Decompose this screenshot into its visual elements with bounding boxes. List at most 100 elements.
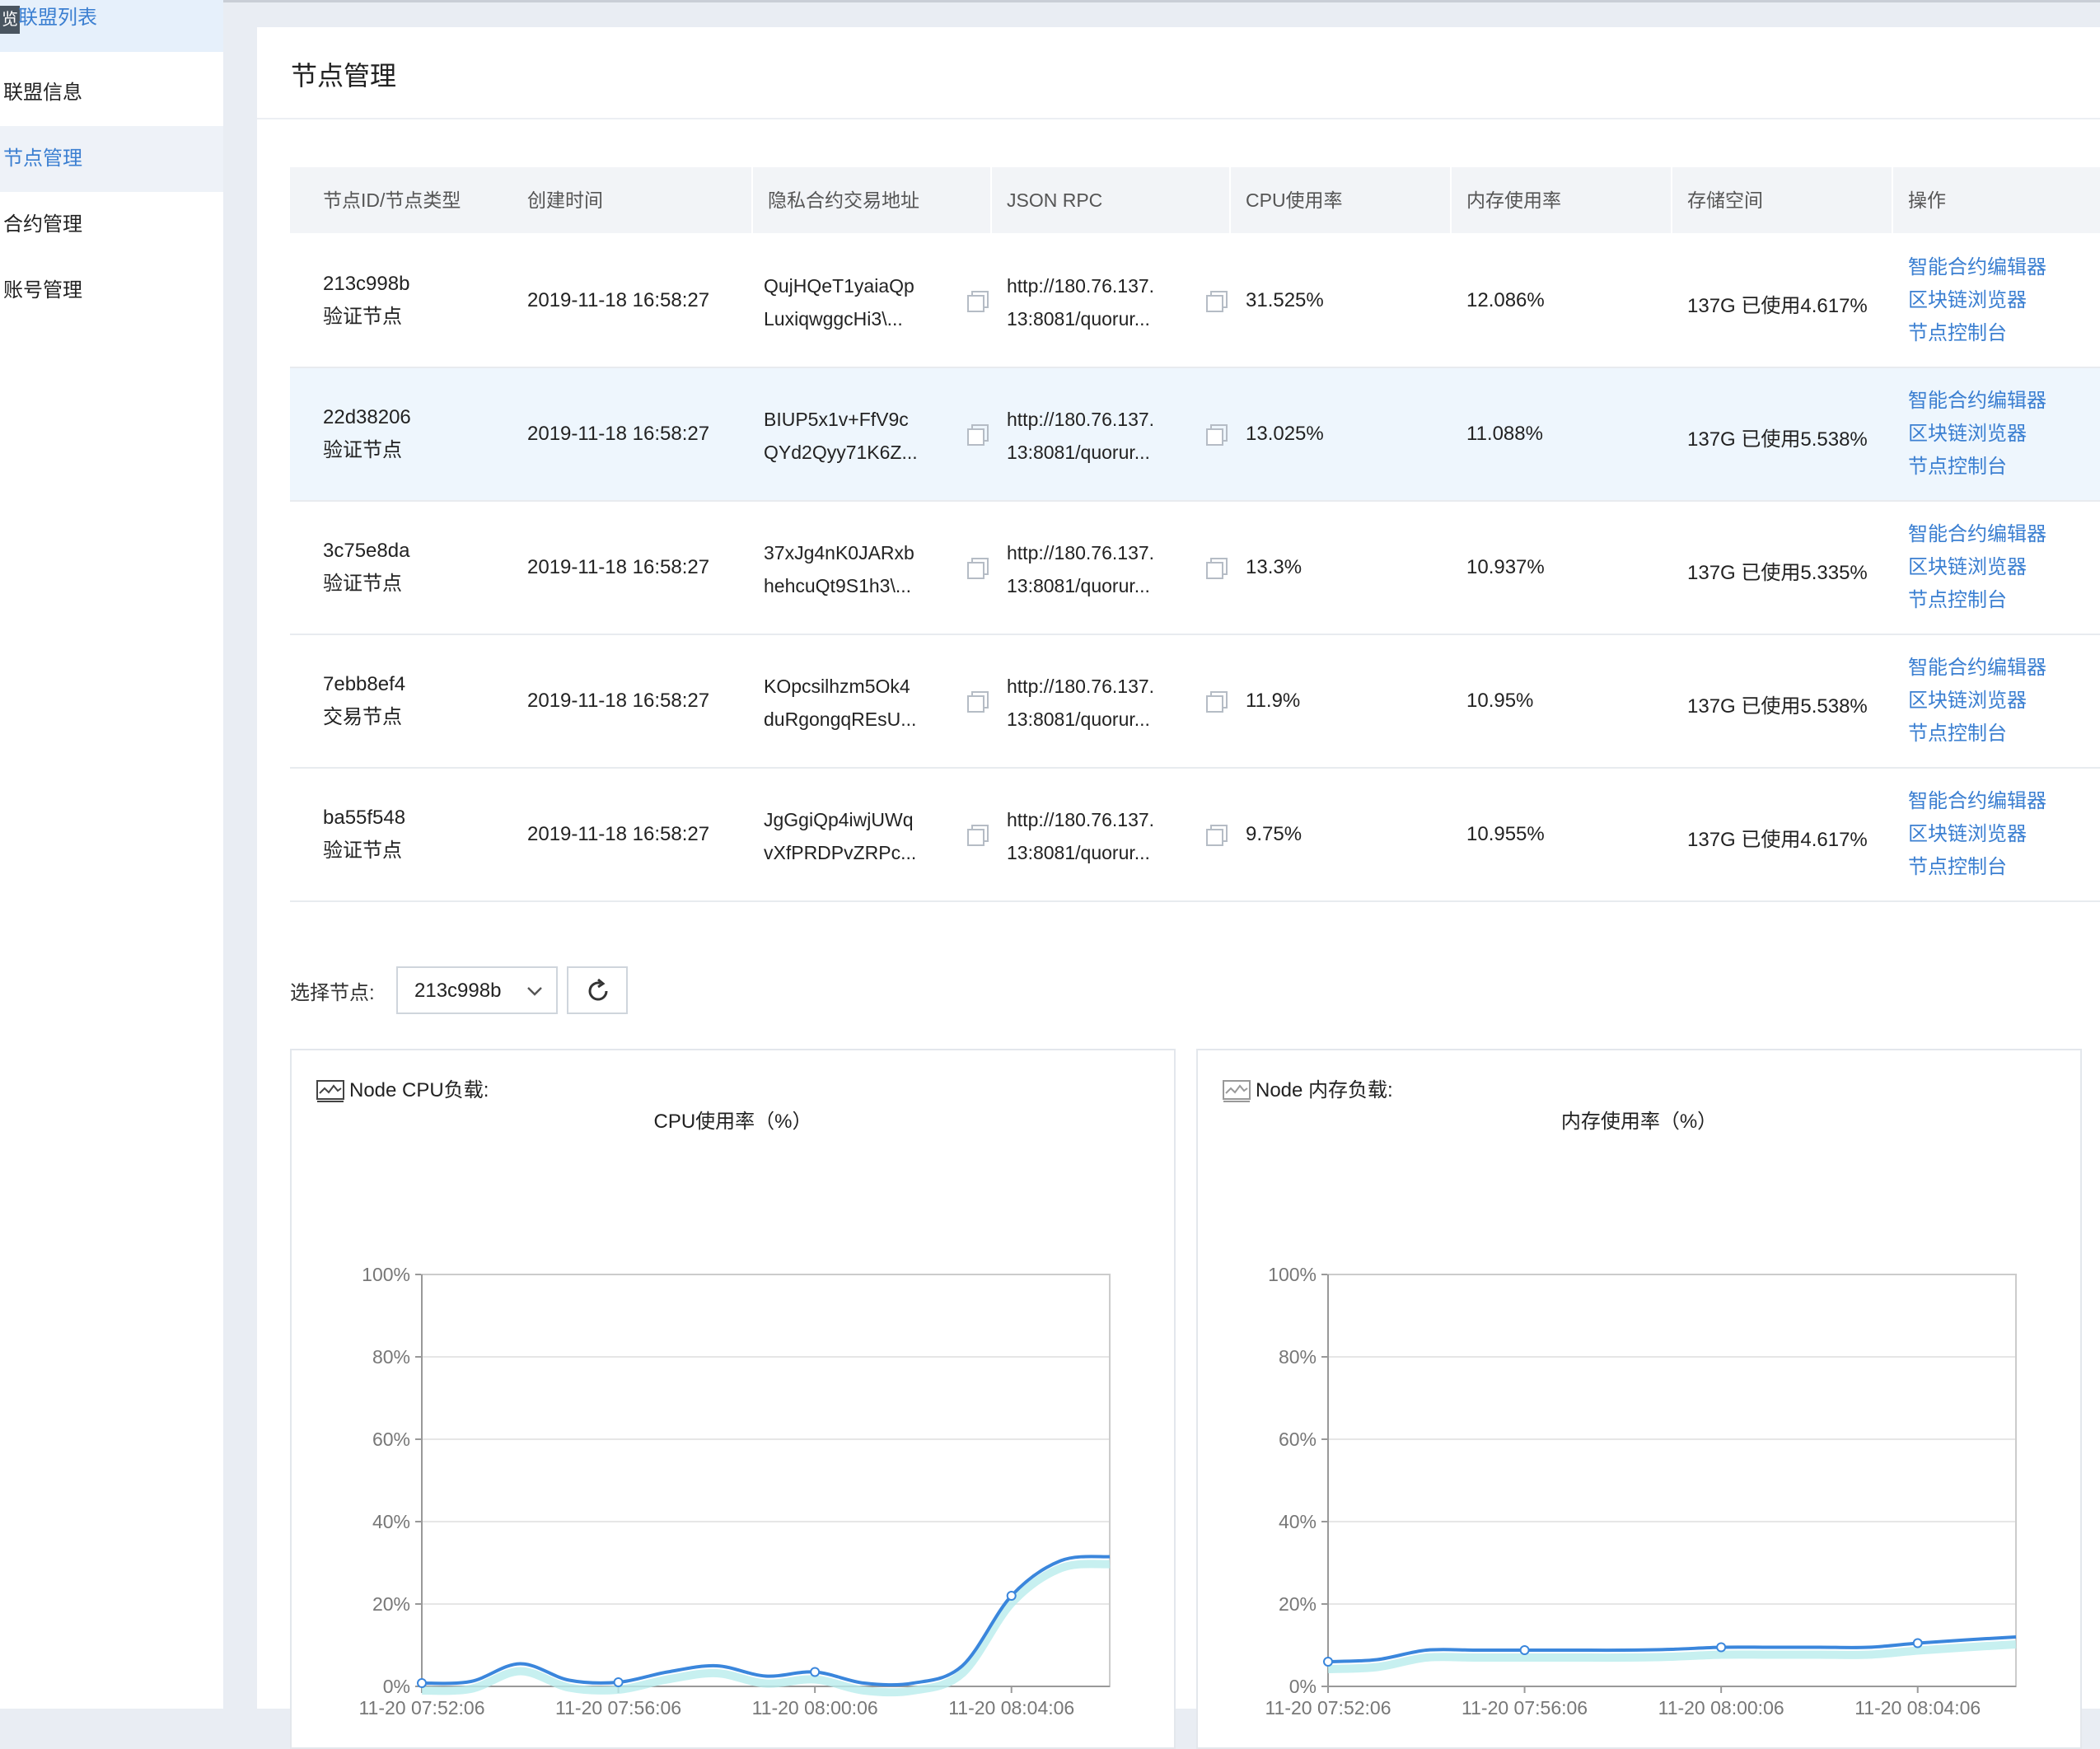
node-type: 验证节点 xyxy=(323,439,402,461)
data-point xyxy=(810,1667,821,1677)
copy-icon[interactable] xyxy=(1204,289,1229,314)
node-console-link[interactable]: 节点控制台 xyxy=(1908,856,2007,878)
sidebar-item-alliance-info[interactable]: 联盟信息 xyxy=(0,60,223,126)
table-row: 213c998b 验证节点 2019-11-18 16:58:27 QujHQeT1y… xyxy=(290,235,2100,368)
series-area xyxy=(421,1560,1111,1697)
sidebar-item-account-management[interactable]: 账号管理 xyxy=(0,258,223,324)
block-explorer-link[interactable]: 区块链浏览器 xyxy=(1908,289,2027,311)
node-id-cell: 213c998b 验证节点 xyxy=(323,268,409,334)
cpu-chart-title: CPU使用率（%） xyxy=(653,1111,812,1133)
private-address-line1: KOpcsilhzm5Ok4 xyxy=(764,676,910,697)
created-time: 2019-11-18 16:58:27 xyxy=(527,690,710,712)
copy-icon[interactable] xyxy=(966,690,990,714)
column-header-json-rpc: JSON RPC xyxy=(1007,189,1103,211)
smart-contract-editor-link[interactable]: 智能合约编辑器 xyxy=(1908,390,2046,412)
copy-icon[interactable] xyxy=(966,556,990,581)
json-rpc-line1: http://180.76.137. xyxy=(1007,542,1155,564)
copy-icon[interactable] xyxy=(1204,690,1229,714)
private-address-line2: duRgongqREsU... xyxy=(764,708,917,730)
column-divider xyxy=(751,167,753,233)
cpu-usage: 11.9% xyxy=(1246,690,1301,712)
copy-icon[interactable] xyxy=(1204,556,1229,581)
node-console-link[interactable]: 节点控制台 xyxy=(1908,456,2007,478)
x-tick-label: 11-20 07:56:06 xyxy=(555,1697,681,1719)
copy-icon[interactable] xyxy=(1204,823,1229,848)
private-address-line1: BIUP5x1v+FfV9c xyxy=(764,409,909,430)
node-type: 验证节点 xyxy=(323,839,402,862)
data-point xyxy=(417,1678,427,1688)
block-explorer-link[interactable]: 区块链浏览器 xyxy=(1908,823,2027,845)
main-content: 节点管理 节点ID/节点类型 创建时间 隐私合约交易地址 JSON RPC CP… xyxy=(257,27,2100,1749)
block-explorer-link[interactable]: 区块链浏览器 xyxy=(1908,423,2027,445)
data-point xyxy=(1519,1645,1530,1655)
x-tick-label: 11-20 08:04:06 xyxy=(948,1697,1074,1719)
column-divider xyxy=(1450,167,1452,233)
memory-usage: 10.937% xyxy=(1466,556,1545,578)
memory-usage: 12.086% xyxy=(1466,289,1545,311)
private-address-cell: QujHQeT1yaiaQp LuxiqwggcHi3\... xyxy=(764,269,924,335)
copy-icon[interactable] xyxy=(966,823,990,848)
node-console-link[interactable]: 节点控制台 xyxy=(1908,322,2007,344)
memory-usage: 10.95% xyxy=(1466,690,1534,712)
block-explorer-link[interactable]: 区块链浏览器 xyxy=(1908,556,2027,578)
cpu-usage: 13.3% xyxy=(1246,556,1303,578)
sidebar-item-contract-management[interactable]: 合约管理 xyxy=(0,192,223,258)
sidebar-item-label: 合约管理 xyxy=(3,213,82,236)
json-rpc-line1: http://180.76.137. xyxy=(1007,275,1155,297)
private-address-line1: JgGgiQp4iwjUWq xyxy=(764,809,914,830)
node-id: 22d38206 xyxy=(323,406,411,428)
y-tick-label: 60% xyxy=(1279,1429,1317,1450)
chevron-down-icon xyxy=(527,987,542,996)
x-tick-label: 11-20 07:56:06 xyxy=(1462,1697,1588,1719)
x-tick-label: 11-20 08:00:06 xyxy=(752,1697,878,1719)
y-tick-label: 20% xyxy=(1279,1593,1317,1615)
private-address-line1: QujHQeT1yaiaQp xyxy=(764,275,914,297)
table-row: 7ebb8ef4 交易节点 2019-11-18 16:58:27 KOpcsilhz… xyxy=(290,635,2100,769)
memory-chart-panel: Node 内存负载: 内存使用率（%） 0% 20% 40% 60% 80% 100% 11… xyxy=(1196,1049,2082,1749)
json-rpc-cell: http://180.76.137. 13:8081/quorur... xyxy=(1007,803,1167,869)
block-explorer-link[interactable]: 区块链浏览器 xyxy=(1908,690,2027,712)
data-point xyxy=(1006,1591,1017,1601)
node-id: ba55f548 xyxy=(323,807,406,829)
private-address-cell: BIUP5x1v+FfV9c QYd2Qyy71K6Z... xyxy=(764,403,924,469)
copy-icon[interactable] xyxy=(966,423,990,447)
smart-contract-editor-link[interactable]: 智能合约编辑器 xyxy=(1908,256,2046,278)
json-rpc-cell: http://180.76.137. 13:8081/quorur... xyxy=(1007,536,1167,602)
copy-icon[interactable] xyxy=(1204,423,1229,447)
node-select[interactable]: 213c998b xyxy=(396,966,558,1014)
y-tick-label: 60% xyxy=(372,1429,410,1450)
y-tick-label: 0% xyxy=(383,1676,410,1697)
created-time: 2019-11-18 16:58:27 xyxy=(527,556,710,578)
memory-usage: 11.088% xyxy=(1466,423,1543,445)
private-address-line2: QYd2Qyy71K6Z... xyxy=(764,442,918,463)
series-area xyxy=(1327,1640,2017,1673)
copy-icon[interactable] xyxy=(966,289,990,314)
smart-contract-editor-link[interactable]: 智能合约编辑器 xyxy=(1908,657,2046,679)
sidebar-item-node-management[interactable]: 节点管理 xyxy=(0,126,223,192)
column-header-cpu: CPU使用率 xyxy=(1246,189,1343,211)
smart-contract-editor-link[interactable]: 智能合约编辑器 xyxy=(1908,523,2046,545)
memory-chart: 0% 20% 40% 60% 80% 100% 11-20 07:52:06 11-20 07… xyxy=(1265,1264,2017,1719)
sidebar: 览 联盟列表 联盟信息 节点管理 合约管理 账号管理 xyxy=(0,0,223,1709)
column-divider xyxy=(990,167,992,233)
refresh-button[interactable] xyxy=(567,966,628,1014)
table-row: 22d38206 验证节点 2019-11-18 16:58:27 BIUP5x1v+… xyxy=(290,368,2100,502)
node-select-value: 213c998b xyxy=(414,980,502,1002)
node-type: 交易节点 xyxy=(323,706,402,728)
series-line xyxy=(1327,1635,2017,1663)
json-rpc-line2: 13:8081/quorur... xyxy=(1007,575,1150,596)
smart-contract-editor-link[interactable]: 智能合约编辑器 xyxy=(1908,790,2046,812)
data-point xyxy=(1716,1642,1727,1653)
storage-usage: 137G 已使用4.617% xyxy=(1687,829,1868,851)
node-id-cell: 3c75e8da 验证节点 xyxy=(323,535,409,601)
node-console-link[interactable]: 节点控制台 xyxy=(1908,723,2007,745)
json-rpc-line2: 13:8081/quorur... xyxy=(1007,842,1150,863)
y-tick-label: 40% xyxy=(1279,1511,1317,1532)
node-console-link[interactable]: 节点控制台 xyxy=(1908,589,2007,611)
x-tick-label: 11-20 07:52:06 xyxy=(1265,1697,1391,1719)
private-address-cell: JgGgiQp4iwjUWq vXfPRDPvZRPc... xyxy=(764,803,924,869)
sidebar-item-alliance-list[interactable]: 览 联盟列表 xyxy=(0,0,223,52)
column-header-node-id: 节点ID/节点类型 xyxy=(323,189,461,211)
private-address-line1: 37xJg4nK0JARxb xyxy=(764,542,914,564)
x-tick-label: 11-20 08:04:06 xyxy=(1854,1697,1981,1719)
